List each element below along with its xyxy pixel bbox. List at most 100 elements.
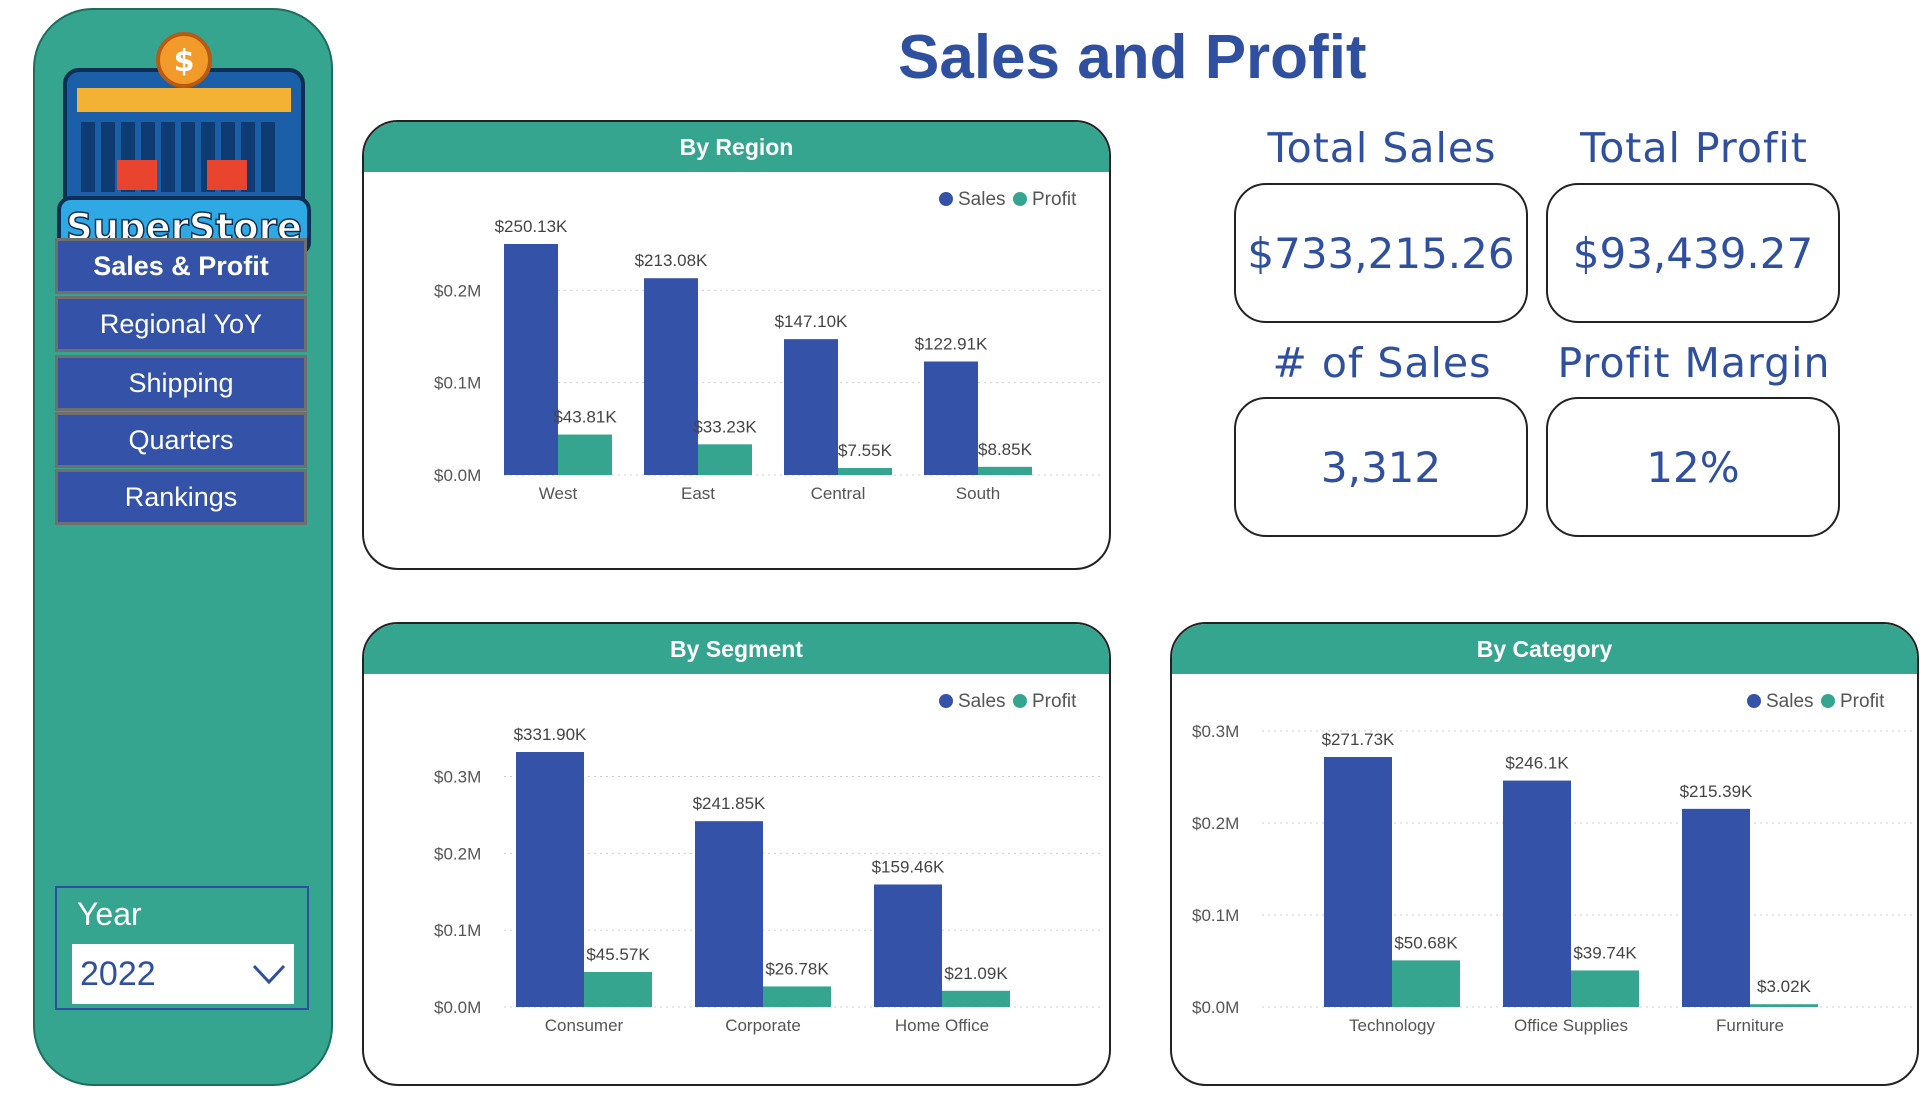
year-dropdown[interactable]: 2022 [72, 944, 294, 1004]
kpi-total-sales-value: $733,215.26 [1234, 183, 1528, 323]
kpi-profit-margin-value: 12% [1546, 397, 1840, 537]
sidebar: $ SuperStore Sales & Profit Regional YoY… [33, 8, 333, 1086]
sales-bar [784, 339, 838, 475]
profit-bar [763, 986, 831, 1007]
legend-profit-label: Profit [1840, 691, 1885, 712]
chart-by-region: $0.0M $0.1M $0.2M Sales Profit $250.13K $43.81… [434, 189, 1104, 503]
sales-bar [924, 361, 978, 475]
chevron-down-icon [252, 964, 286, 985]
sales-bar [504, 244, 558, 475]
sales-bar [1503, 780, 1571, 1007]
profit-bar [1750, 1004, 1818, 1007]
svg-text:$: $ [174, 44, 195, 79]
y-tick-label: $0.0M [434, 466, 481, 485]
sales-bar [874, 884, 942, 1007]
profit-bar [584, 971, 652, 1007]
sales-bar [1682, 808, 1750, 1007]
data-label: $39.74K [1573, 943, 1637, 962]
data-label: $241.85K [693, 794, 766, 813]
chart-title: By Category [1172, 624, 1917, 674]
profit-bar [1571, 970, 1639, 1007]
data-label: $147.10K [775, 312, 848, 331]
data-label: $45.57K [586, 945, 650, 964]
kpi-num-sales-label: # of Sales [1272, 339, 1492, 387]
profit-bar [1392, 960, 1460, 1007]
chart-title: By Region [364, 122, 1109, 172]
x-tick-label: East [681, 484, 715, 503]
y-tick-label: $0.2M [434, 281, 481, 300]
chart-card-by-region: By Region $0.0M $0.1M $0.2M Sales Profit $250… [362, 120, 1111, 570]
chart-card-by-category: By Category $0.0M $0.1M $0.2M $0.3M Sales Pro… [1170, 622, 1919, 1086]
year-filter: Year 2022 [55, 886, 309, 1010]
legend-sales-label: Sales [1766, 691, 1814, 712]
x-tick-label: Home Office [895, 1016, 989, 1035]
nav-regional-yoy[interactable]: Regional YoY [55, 296, 307, 352]
data-label: $33.23K [693, 417, 757, 436]
data-label: $50.68K [1394, 933, 1458, 952]
data-label: $215.39K [1680, 782, 1753, 801]
kpi-total-profit-value: $93,439.27 [1546, 183, 1840, 323]
x-tick-label: Office Supplies [1514, 1016, 1628, 1035]
data-label: $26.78K [765, 959, 829, 978]
legend-profit-swatch [1821, 694, 1835, 708]
data-label: $7.55K [838, 441, 893, 460]
profit-bar [698, 444, 752, 475]
profit-bar [838, 468, 892, 475]
data-label: $213.08K [635, 251, 708, 270]
y-tick-label: $0.2M [1192, 814, 1239, 833]
page-title: Sales and Profit [898, 23, 1367, 92]
legend-sales-swatch [1747, 694, 1761, 708]
data-label: $122.91K [915, 334, 988, 353]
sales-bar [516, 752, 584, 1007]
year-filter-label: Year [77, 896, 142, 932]
legend-sales-swatch [939, 694, 953, 708]
x-tick-label: Furniture [1716, 1016, 1784, 1035]
data-label: $331.90K [514, 725, 587, 744]
sales-bar [695, 821, 763, 1007]
y-tick-label: $0.1M [1192, 906, 1239, 925]
profit-bar [978, 466, 1032, 475]
chart-by-segment: $0.0M $0.1M $0.2M $0.3M Sales Profit $331.90K $… [434, 691, 1104, 1035]
legend-sales-swatch [939, 192, 953, 206]
kpi-total-sales-label: Total Sales [1267, 124, 1497, 172]
year-dropdown-value: 2022 [80, 954, 156, 993]
y-tick-label: $0.3M [434, 768, 481, 787]
legend-profit-label: Profit [1032, 691, 1077, 712]
legend-sales-label: Sales [958, 691, 1006, 712]
legend-profit-swatch [1013, 192, 1027, 206]
data-label: $159.46K [872, 857, 945, 876]
x-tick-label: West [539, 484, 578, 503]
x-tick-label: South [956, 484, 1000, 503]
x-tick-label: Corporate [725, 1016, 801, 1035]
y-tick-label: $0.0M [1192, 998, 1239, 1017]
x-tick-label: Technology [1349, 1016, 1436, 1035]
data-label: $246.1K [1505, 754, 1569, 773]
legend-profit-swatch [1013, 694, 1027, 708]
data-label: $21.09K [944, 964, 1008, 983]
kpi-num-sales-value: 3,312 [1234, 397, 1528, 537]
legend-sales-label: Sales [958, 189, 1006, 210]
y-tick-label: $0.0M [434, 998, 481, 1017]
nav-sales-profit[interactable]: Sales & Profit [55, 238, 307, 294]
nav-shipping[interactable]: Shipping [55, 355, 307, 411]
chart-title: By Segment [364, 624, 1109, 674]
x-tick-label: Central [811, 484, 866, 503]
y-tick-label: $0.1M [434, 374, 481, 393]
y-tick-label: $0.1M [434, 921, 481, 940]
profit-bar [942, 990, 1010, 1007]
profit-bar [558, 434, 612, 475]
chart-by-category: $0.0M $0.1M $0.2M $0.3M Sales Profit $271.73K $… [1192, 691, 1912, 1035]
y-tick-label: $0.2M [434, 844, 481, 863]
sales-bar [644, 278, 698, 475]
nav-rankings[interactable]: Rankings [55, 469, 307, 525]
data-label: $3.02K [1757, 977, 1812, 996]
kpi-total-profit-label: Total Profit [1580, 124, 1808, 172]
superstore-logo: $ SuperStore [57, 30, 312, 280]
legend-profit-label: Profit [1032, 189, 1077, 210]
data-label: $8.85K [978, 440, 1033, 459]
nav-quarters[interactable]: Quarters [55, 412, 307, 468]
x-tick-label: Consumer [545, 1016, 624, 1035]
sales-bar [1324, 757, 1392, 1007]
data-label: $43.81K [553, 408, 617, 427]
chart-card-by-segment: By Segment $0.0M $0.1M $0.2M $0.3M Sales Prof… [362, 622, 1111, 1086]
